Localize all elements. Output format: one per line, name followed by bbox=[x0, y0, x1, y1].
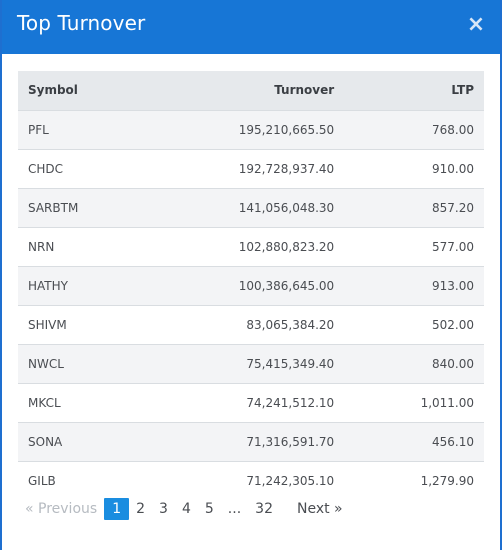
table-row[interactable]: CHDC 192,728,937.40 910.00 bbox=[18, 149, 484, 188]
pagination: « Previous 1 2 3 4 5 ... 32 Next » bbox=[18, 497, 350, 521]
cell-turnover: 83,065,384.20 bbox=[246, 317, 335, 332]
cell-symbol: SONA bbox=[28, 434, 63, 449]
cell-turnover: 74,241,512.10 bbox=[246, 395, 335, 410]
cell-symbol: HATHY bbox=[28, 278, 68, 293]
cell-ltp: 456.10 bbox=[432, 434, 474, 449]
table-row[interactable]: SARBTM 141,056,048.30 857.20 bbox=[18, 188, 484, 227]
close-icon[interactable]: × bbox=[466, 12, 486, 37]
cell-symbol: NWCL bbox=[28, 356, 64, 371]
cell-turnover: 192,728,937.40 bbox=[238, 161, 335, 176]
modal-header: Top Turnover × bbox=[2, 0, 500, 54]
cell-symbol: SARBTM bbox=[28, 200, 79, 215]
cell-ltp: 768.00 bbox=[432, 122, 474, 137]
previous-page-button[interactable]: « Previous bbox=[25, 501, 98, 517]
cell-ltp: 857.20 bbox=[432, 200, 474, 215]
cell-turnover: 100,386,645.00 bbox=[238, 278, 335, 293]
pagination-ellipsis: ... bbox=[227, 501, 242, 517]
column-header-symbol[interactable]: Symbol bbox=[28, 83, 78, 98]
cell-turnover: 71,316,591.70 bbox=[246, 434, 335, 449]
table-row[interactable]: NWCL 75,415,349.40 840.00 bbox=[18, 344, 484, 383]
table-header-row: Symbol Turnover LTP bbox=[18, 71, 484, 110]
cell-ltp: 1,011.00 bbox=[420, 395, 474, 410]
table-row[interactable]: NRN 102,880,823.20 577.00 bbox=[18, 227, 484, 266]
cell-ltp: 840.00 bbox=[432, 356, 474, 371]
page-button-2[interactable]: 2 bbox=[136, 501, 146, 517]
table-row[interactable]: MKCL 74,241,512.10 1,011.00 bbox=[18, 383, 484, 422]
cell-symbol: MKCL bbox=[28, 395, 61, 410]
table-row[interactable]: HATHY 100,386,645.00 913.00 bbox=[18, 266, 484, 305]
cell-ltp: 913.00 bbox=[432, 278, 474, 293]
cell-symbol: CHDC bbox=[28, 161, 64, 176]
cell-turnover: 75,415,349.40 bbox=[246, 356, 335, 371]
cell-ltp: 502.00 bbox=[432, 317, 474, 332]
table-row[interactable]: GILB 71,242,305.10 1,279.90 bbox=[18, 461, 484, 500]
page-button-5[interactable]: 5 bbox=[204, 501, 214, 517]
page-button-32[interactable]: 32 bbox=[255, 501, 273, 517]
turnover-table: Symbol Turnover LTP PFL 195,210,665.50 7… bbox=[18, 71, 484, 500]
next-page-button[interactable]: Next » bbox=[296, 501, 343, 517]
table-row[interactable]: PFL 195,210,665.50 768.00 bbox=[18, 110, 484, 149]
table-row[interactable]: SONA 71,316,591.70 456.10 bbox=[18, 422, 484, 461]
cell-symbol: NRN bbox=[28, 239, 55, 254]
modal-title: Top Turnover bbox=[17, 11, 146, 35]
page-button-4[interactable]: 4 bbox=[181, 501, 191, 517]
page-button-1[interactable]: 1 bbox=[104, 498, 130, 520]
table-row[interactable]: SHIVM 83,065,384.20 502.00 bbox=[18, 305, 484, 344]
cell-turnover: 141,056,048.30 bbox=[238, 200, 335, 215]
cell-turnover: 71,242,305.10 bbox=[246, 473, 335, 488]
cell-symbol: GILB bbox=[28, 473, 56, 488]
cell-ltp: 1,279.90 bbox=[420, 473, 474, 488]
cell-turnover: 102,880,823.20 bbox=[238, 239, 335, 254]
page-button-3[interactable]: 3 bbox=[159, 501, 168, 517]
cell-ltp: 577.00 bbox=[432, 239, 474, 254]
cell-symbol: PFL bbox=[28, 122, 49, 137]
cell-turnover: 195,210,665.50 bbox=[238, 122, 335, 137]
column-header-ltp[interactable]: LTP bbox=[451, 83, 474, 98]
turnover-table-container: Symbol Turnover LTP PFL 195,210,665.50 7… bbox=[18, 71, 484, 500]
cell-ltp: 910.00 bbox=[432, 161, 474, 176]
column-header-turnover[interactable]: Turnover bbox=[274, 83, 335, 98]
cell-symbol: SHIVM bbox=[28, 317, 67, 332]
